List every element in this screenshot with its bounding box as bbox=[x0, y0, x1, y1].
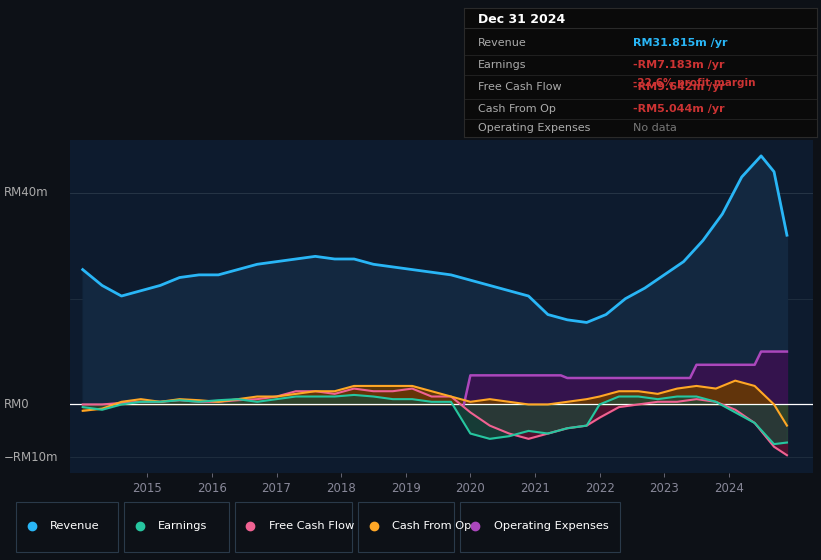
Text: -RM9.642m /yr: -RM9.642m /yr bbox=[633, 82, 725, 92]
Text: Earnings: Earnings bbox=[478, 60, 526, 70]
Text: Operating Expenses: Operating Expenses bbox=[493, 521, 608, 531]
Text: Free Cash Flow: Free Cash Flow bbox=[478, 82, 562, 92]
Text: RM0: RM0 bbox=[4, 398, 30, 411]
Text: Earnings: Earnings bbox=[158, 521, 208, 531]
Text: Cash From Op: Cash From Op bbox=[392, 521, 471, 531]
Text: -RM7.183m /yr: -RM7.183m /yr bbox=[633, 60, 725, 70]
Text: Cash From Op: Cash From Op bbox=[478, 104, 556, 114]
Text: No data: No data bbox=[633, 123, 677, 133]
Text: Revenue: Revenue bbox=[478, 38, 527, 48]
Text: Dec 31 2024: Dec 31 2024 bbox=[478, 13, 565, 26]
Text: -RM5.044m /yr: -RM5.044m /yr bbox=[633, 104, 725, 114]
Text: Operating Expenses: Operating Expenses bbox=[478, 123, 590, 133]
Text: RM40m: RM40m bbox=[4, 186, 48, 199]
Text: RM31.815m /yr: RM31.815m /yr bbox=[633, 38, 728, 48]
Text: -22.6% profit margin: -22.6% profit margin bbox=[633, 78, 756, 88]
Text: −RM10m: −RM10m bbox=[4, 451, 58, 464]
Text: Free Cash Flow: Free Cash Flow bbox=[269, 521, 354, 531]
Text: Revenue: Revenue bbox=[50, 521, 100, 531]
